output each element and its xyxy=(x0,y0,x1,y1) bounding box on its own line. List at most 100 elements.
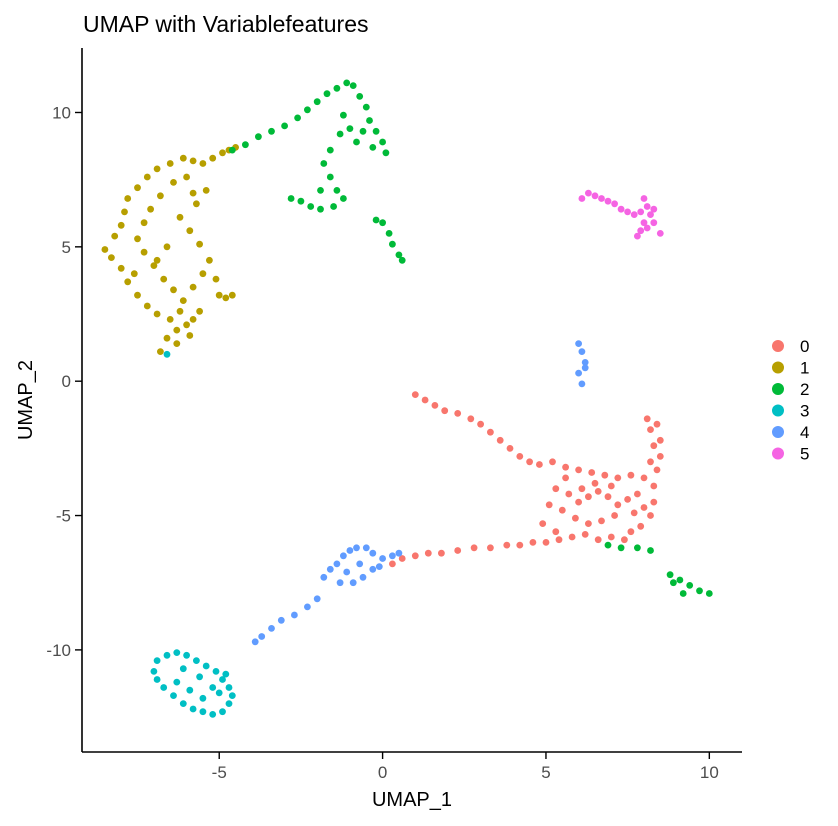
cluster-5-point xyxy=(585,189,592,197)
legend-key-0 xyxy=(772,340,784,352)
legend-key-2 xyxy=(772,383,784,395)
cluster-0-point xyxy=(604,493,612,501)
cluster-1-point xyxy=(212,275,220,283)
cluster-4-point xyxy=(258,633,266,640)
cluster-3-point xyxy=(215,689,223,697)
cluster-4-point xyxy=(304,603,311,611)
cluster-0-point xyxy=(552,528,560,536)
cluster-3-point xyxy=(160,684,168,691)
cluster-0-point xyxy=(630,509,638,517)
cluster-2-point xyxy=(242,141,249,149)
legend-key-1 xyxy=(772,361,784,374)
cluster-0-point xyxy=(558,506,566,514)
cluster-0-point xyxy=(575,466,582,474)
cluster-1-point xyxy=(153,310,161,318)
cluster-3-point xyxy=(153,657,161,664)
cluster-1-point xyxy=(140,219,148,227)
cluster-1-point xyxy=(163,334,171,342)
cluster-2-point xyxy=(395,251,403,259)
cluster-0-point xyxy=(594,488,602,495)
legend-label-2: 2 xyxy=(800,380,809,399)
cluster-5-point xyxy=(640,195,648,202)
cluster-2-point xyxy=(255,133,262,141)
cluster-1-point xyxy=(101,246,109,253)
cluster-0-point xyxy=(411,391,419,398)
cluster-3-point xyxy=(225,700,233,707)
cluster-5-point xyxy=(578,195,586,202)
cluster-4-point xyxy=(581,359,589,366)
cluster-4-point xyxy=(369,565,377,573)
cluster-4-point xyxy=(578,348,586,355)
y-axis-title: UMAP_2 xyxy=(15,360,37,440)
cluster-3-point xyxy=(202,662,210,670)
cluster-1-point xyxy=(124,278,132,286)
cluster-1-point xyxy=(219,149,226,157)
cluster-0-point xyxy=(634,490,641,498)
cluster-4-point xyxy=(340,552,347,560)
cluster-4-point xyxy=(353,544,360,552)
cluster-3-point xyxy=(199,708,207,716)
cluster-1-point xyxy=(150,262,158,269)
cluster-1-point xyxy=(179,297,187,304)
cluster-5-point xyxy=(634,232,641,240)
cluster-5-point xyxy=(643,224,651,232)
y-tick-label: 0 xyxy=(62,372,71,391)
cluster-0-point xyxy=(565,490,573,498)
cluster-1-point xyxy=(134,291,141,299)
cluster-0-point xyxy=(477,420,484,428)
cluster-1-point xyxy=(163,243,171,251)
cluster-1-point xyxy=(193,200,200,208)
cluster-2-point xyxy=(356,93,364,100)
cluster-0-point xyxy=(496,436,504,444)
cluster-2-point xyxy=(604,541,612,549)
cluster-2-point xyxy=(389,240,396,248)
cluster-2-point xyxy=(326,173,334,181)
cluster-0-point xyxy=(650,498,658,506)
x-tick-label: 0 xyxy=(378,763,387,782)
cluster-0-point xyxy=(516,453,524,460)
cluster-5-point xyxy=(656,230,664,237)
cluster-2-point xyxy=(382,149,390,157)
cluster-1-point xyxy=(140,248,148,256)
cluster-1-point xyxy=(124,195,132,202)
cluster-0-point xyxy=(503,541,511,549)
cluster-5-point xyxy=(647,211,654,219)
cluster-1-point xyxy=(189,157,197,165)
legend-label-3: 3 xyxy=(800,402,809,421)
cluster-1-point xyxy=(215,291,223,299)
cluster-2-point xyxy=(323,90,331,98)
x-ticks: -5 0 5 10 xyxy=(212,752,719,782)
cluster-3-point xyxy=(179,665,187,673)
cluster-0-point xyxy=(536,461,543,468)
x-tick-label: 5 xyxy=(541,763,550,782)
x-tick-label: -5 xyxy=(212,763,227,782)
y-tick-label: -5 xyxy=(56,507,71,526)
y-tick-label: -10 xyxy=(46,641,71,660)
cluster-4-point xyxy=(575,369,582,377)
cluster-1-point xyxy=(153,165,161,173)
cluster-1-point xyxy=(166,316,174,323)
points-layer xyxy=(101,79,713,718)
cluster-0-point xyxy=(487,544,494,552)
cluster-5-point xyxy=(624,208,631,216)
cluster-5-point xyxy=(650,205,658,213)
cluster-2-point xyxy=(307,203,315,210)
cluster-1-point xyxy=(117,264,125,272)
cluster-2-point xyxy=(705,590,713,597)
cluster-4-point xyxy=(359,573,367,581)
cluster-0-point xyxy=(656,436,664,444)
legend-label-0: 0 xyxy=(800,337,809,356)
cluster-3-point xyxy=(183,651,191,659)
cluster-1-point xyxy=(153,256,161,264)
legend-key-3 xyxy=(772,404,784,417)
cluster-3-point xyxy=(150,668,158,675)
cluster-3-point xyxy=(153,676,161,683)
cluster-1-point xyxy=(166,160,174,167)
cluster-4-point xyxy=(277,616,285,624)
cluster-2-point xyxy=(398,256,406,264)
cluster-2-point xyxy=(686,582,694,589)
cluster-3-point xyxy=(219,708,226,716)
cluster-1-point xyxy=(130,270,138,278)
cluster-2-point xyxy=(666,571,674,579)
cluster-0-point xyxy=(640,504,648,511)
